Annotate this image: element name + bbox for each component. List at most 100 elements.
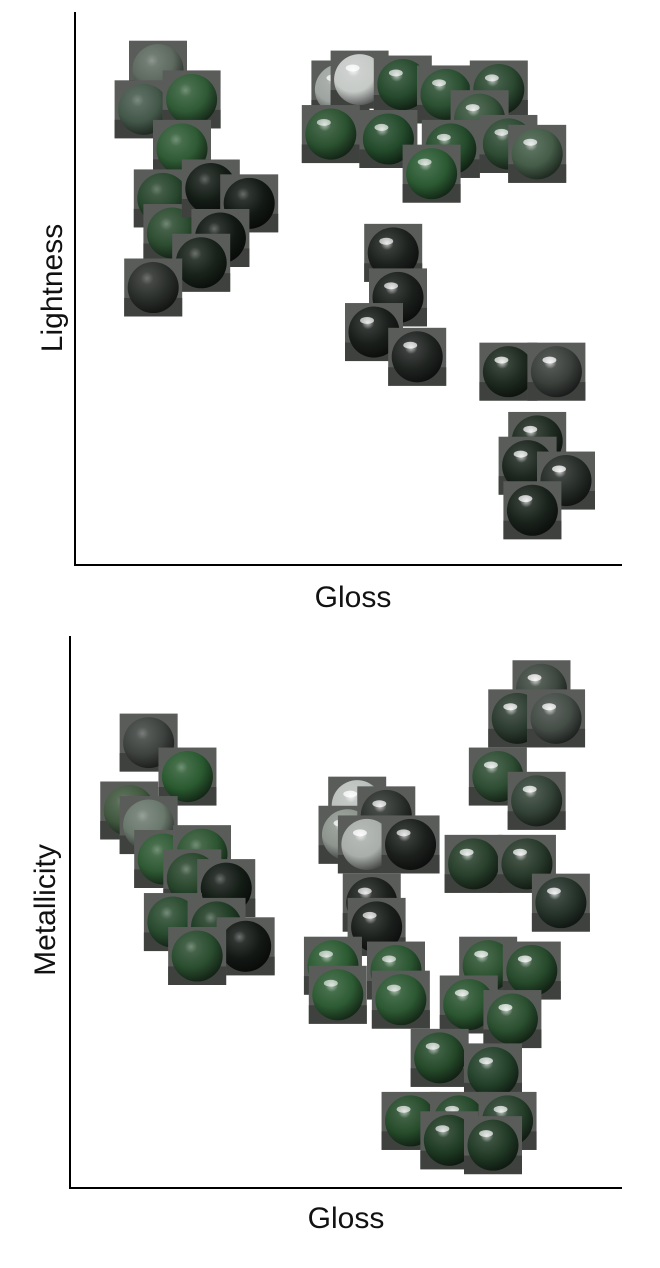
data-point <box>308 965 367 1024</box>
specular-highlight <box>542 356 557 364</box>
specular-highlight <box>542 703 557 711</box>
data-point <box>388 327 447 386</box>
sphere-marker <box>220 920 272 972</box>
data-point <box>527 689 586 748</box>
specular-highlight <box>316 118 331 126</box>
specular-highlight <box>454 989 469 997</box>
sphere-marker <box>161 751 213 803</box>
data-point <box>124 258 183 317</box>
data-point <box>301 105 360 164</box>
specular-highlight <box>362 911 377 919</box>
specular-highlight <box>396 829 411 837</box>
specular-highlight <box>436 133 451 141</box>
specular-highlight <box>517 955 532 963</box>
data-point <box>527 342 586 401</box>
specular-highlight <box>527 674 542 682</box>
specular-highlight <box>372 800 387 808</box>
data-point <box>508 124 567 183</box>
data-point <box>168 927 227 985</box>
lightness-gloss-panel: Gloss Lightness <box>36 12 622 614</box>
specular-highlight <box>503 703 518 711</box>
specular-highlight <box>513 450 528 458</box>
sphere-marker <box>375 974 427 1026</box>
specular-highlight <box>417 158 432 166</box>
x-axis-label: Gloss <box>308 1202 385 1235</box>
sphere-marker <box>530 692 582 744</box>
specular-highlight <box>345 64 360 72</box>
data-point <box>216 917 275 976</box>
specular-highlight <box>494 128 509 136</box>
specular-highlight <box>382 955 397 963</box>
specular-highlight <box>522 785 537 793</box>
sphere-marker <box>511 128 563 180</box>
sphere-marker <box>482 346 534 398</box>
data-point <box>371 970 430 1029</box>
specular-highlight <box>435 1125 450 1133</box>
specular-highlight <box>493 1105 508 1113</box>
specular-highlight <box>479 1130 494 1138</box>
specular-highlight <box>523 425 538 433</box>
specular-highlight <box>518 495 533 503</box>
data-point <box>531 873 590 932</box>
metallicity-gloss-panel: Gloss Metallicity <box>29 636 622 1235</box>
specular-highlight <box>343 790 358 798</box>
specular-highlight <box>403 341 418 349</box>
specular-highlight <box>445 1105 460 1113</box>
sphere-marker <box>467 1046 519 1098</box>
specular-highlight <box>459 848 474 856</box>
specular-highlight <box>388 69 403 77</box>
specular-highlight <box>513 848 527 856</box>
data-point <box>162 70 221 129</box>
specular-highlight <box>483 761 498 769</box>
specular-highlight <box>396 1105 411 1113</box>
specular-highlight <box>494 356 509 364</box>
y-axis-label: Metallicity <box>29 844 62 976</box>
specular-highlight <box>425 1042 440 1050</box>
sphere-marker <box>530 346 582 398</box>
specular-highlight <box>319 950 333 958</box>
sphere-marker <box>312 969 364 1021</box>
data-point <box>410 1028 469 1087</box>
metallicity-gloss-points <box>100 660 590 1175</box>
sphere-marker <box>166 73 218 125</box>
sphere-marker <box>467 1119 519 1171</box>
specular-highlight <box>432 79 447 87</box>
specular-highlight <box>546 887 561 895</box>
data-point <box>464 1116 522 1175</box>
sphere-marker <box>486 993 538 1045</box>
sphere-marker <box>175 237 227 289</box>
sphere-marker <box>391 331 443 383</box>
specular-highlight <box>384 282 399 290</box>
data-point <box>483 990 542 1049</box>
sphere-marker <box>448 838 500 890</box>
data-point <box>444 834 503 893</box>
sphere-marker <box>414 1032 466 1084</box>
specular-highlight <box>352 829 367 837</box>
sphere-marker <box>305 108 357 160</box>
data-point <box>381 815 440 874</box>
sphere-marker <box>506 484 558 536</box>
specular-highlight <box>386 984 401 992</box>
specular-highlight <box>360 316 375 324</box>
specular-highlight <box>357 887 372 895</box>
y-axis-label: Lightness <box>36 224 69 352</box>
sphere-marker <box>127 261 179 314</box>
x-axis-label: Gloss <box>315 581 392 614</box>
specular-highlight <box>465 104 480 112</box>
specular-highlight <box>552 465 566 473</box>
data-point <box>158 747 217 806</box>
sphere-marker <box>506 945 558 997</box>
specular-highlight <box>484 74 499 82</box>
specular-highlight <box>479 1057 494 1065</box>
sphere-marker <box>511 775 563 827</box>
specular-highlight <box>523 138 538 146</box>
specular-highlight <box>474 950 489 958</box>
specular-highlight <box>323 979 338 987</box>
data-point <box>464 1043 522 1102</box>
data-point <box>503 481 562 540</box>
lightness-gloss-points <box>114 40 595 540</box>
specular-highlight <box>374 123 389 131</box>
sphere-marker <box>406 148 458 200</box>
specular-highlight <box>498 1003 513 1011</box>
